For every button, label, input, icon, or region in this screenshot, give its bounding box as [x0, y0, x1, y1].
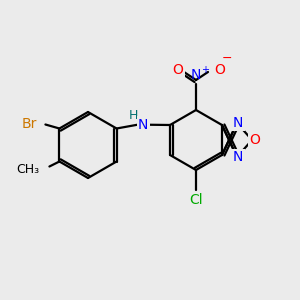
- Text: Br: Br: [22, 118, 38, 131]
- Text: +: +: [201, 65, 209, 75]
- Text: O: O: [172, 63, 183, 77]
- Text: O: O: [250, 133, 260, 147]
- Text: CH₃: CH₃: [16, 163, 39, 176]
- Text: −: −: [222, 52, 232, 65]
- Text: O: O: [214, 63, 225, 77]
- Text: N: N: [138, 118, 148, 132]
- Text: Cl: Cl: [189, 193, 203, 207]
- Text: N: N: [233, 150, 243, 164]
- Text: H: H: [129, 109, 138, 122]
- Text: N: N: [191, 68, 201, 82]
- Text: N: N: [233, 116, 243, 130]
